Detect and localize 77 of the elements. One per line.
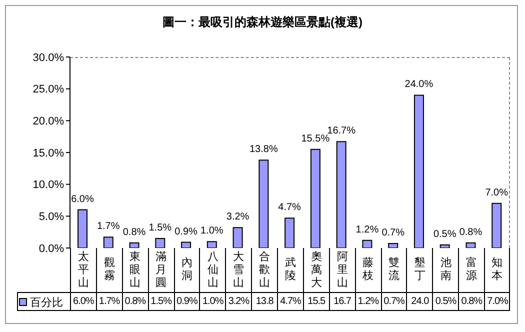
bar xyxy=(129,242,140,248)
data-label: 0.9% xyxy=(174,226,198,238)
x-tick-label: 武陵 xyxy=(284,257,296,283)
x-tick-label: 雙流 xyxy=(388,257,400,283)
data-label: 15.5% xyxy=(301,133,330,144)
text: 1.0% xyxy=(199,292,226,311)
text: 1.5% xyxy=(148,292,174,311)
data-label: 0.7% xyxy=(382,228,405,239)
x-tick-label: 合歡山 xyxy=(258,250,271,290)
data-label: 3.2% xyxy=(226,212,250,223)
bar xyxy=(414,94,424,248)
text: 1.2% xyxy=(354,292,381,311)
text: 7.0% xyxy=(484,292,510,311)
y-tick-label: 30.0% xyxy=(32,52,64,64)
data-label: 6.0% xyxy=(71,194,94,205)
text: 0.8% xyxy=(122,292,148,311)
x-tick-label: 藤枝 xyxy=(362,257,374,283)
bar xyxy=(181,242,192,248)
text: 16.7 xyxy=(328,292,355,311)
x-tick-label: 八仙山 xyxy=(206,250,219,290)
data-label: 7.0% xyxy=(485,187,508,198)
y-tick-label: 25.0% xyxy=(32,84,64,96)
text: 0.5% xyxy=(432,292,458,311)
data-label: 1.2% xyxy=(356,224,379,236)
bar xyxy=(336,141,346,248)
text: 0.7% xyxy=(380,292,406,311)
data-label: 0.8% xyxy=(122,226,146,238)
x-tick-label: 富源 xyxy=(466,257,478,283)
data-label: 1.5% xyxy=(148,222,172,234)
data-label: 24.0% xyxy=(404,79,434,90)
bar xyxy=(103,236,114,248)
bar xyxy=(362,240,372,248)
y-tick-label: 10.0% xyxy=(32,179,64,192)
data-label: 0.8% xyxy=(459,226,482,238)
x-tick-label: 奧萬大 xyxy=(310,250,322,290)
x-tick-label: 池南 xyxy=(440,257,452,283)
x-tick-label: 東眼山 xyxy=(129,250,142,290)
x-tick-label: 知本 xyxy=(491,257,504,283)
bar xyxy=(155,238,166,248)
x-tick-label: 滿月圓 xyxy=(155,250,168,290)
bar xyxy=(492,202,502,248)
y-tick-label: 0.0% xyxy=(38,242,64,255)
data-label: 1.0% xyxy=(200,226,224,237)
y-tick-label: 15.0% xyxy=(32,147,64,160)
text: 0.8% xyxy=(458,292,484,311)
bar xyxy=(466,242,476,248)
bar xyxy=(258,160,269,248)
bar xyxy=(440,244,450,248)
x-tick-label: 墾丁 xyxy=(414,257,426,283)
bar xyxy=(284,218,295,248)
chart-title: 圖一：最吸引的森林遊樂區景點(複選) xyxy=(162,14,364,31)
text: 24.0 xyxy=(406,292,432,311)
text: 1.7% xyxy=(96,292,122,311)
y-tick-label: 20.0% xyxy=(32,116,64,128)
bar xyxy=(78,209,88,248)
text: 0.9% xyxy=(174,292,200,311)
legend-label: 百分比 xyxy=(29,296,63,309)
x-tick-label: 內洞 xyxy=(180,257,193,283)
bar xyxy=(388,243,398,248)
bar xyxy=(206,241,217,248)
x-tick-label: 阿里山 xyxy=(336,250,348,290)
data-label: 1.7% xyxy=(96,221,120,232)
text: 15.5 xyxy=(302,292,329,311)
bar xyxy=(232,227,243,248)
x-tick-label: 大雪山 xyxy=(232,250,245,290)
text: 4.7% xyxy=(277,292,303,311)
data-label: 0.5% xyxy=(433,228,456,240)
x-tick-label: 觀霧 xyxy=(103,257,116,283)
data-label: 4.7% xyxy=(278,202,302,214)
data-label: 16.7% xyxy=(327,126,356,137)
x-tick-label: 太平山 xyxy=(77,250,90,290)
text: 6.0% xyxy=(70,292,96,311)
text: 13.8 xyxy=(251,292,278,311)
text: 3.2% xyxy=(225,292,252,311)
bar xyxy=(310,148,320,248)
y-tick-label: 5.0% xyxy=(38,211,64,224)
data-label: 13.8% xyxy=(249,144,278,156)
